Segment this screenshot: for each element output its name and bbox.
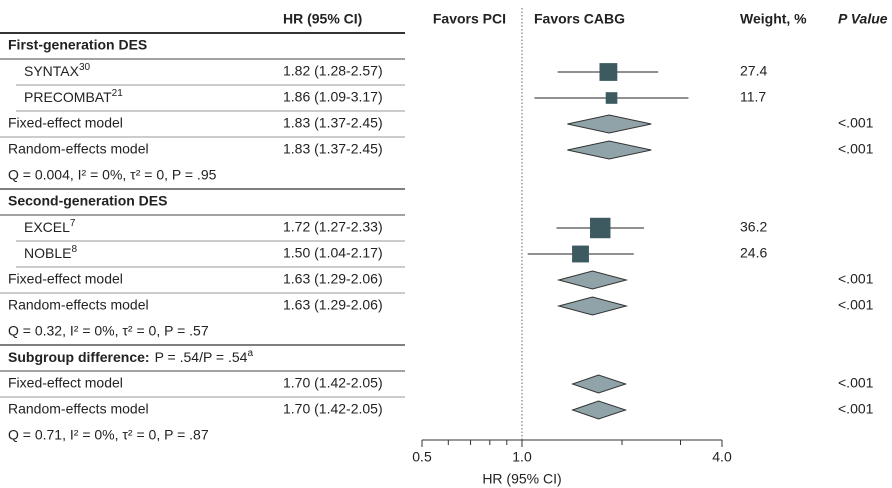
study-box: [599, 63, 618, 81]
study-box: [590, 217, 611, 239]
pooled-diamond: [571, 374, 628, 394]
subgroup-stats: P = .54/P = .54: [155, 349, 248, 365]
model-name: Fixed-effect model: [8, 271, 123, 287]
model-name: Fixed-effect model: [8, 375, 123, 391]
pooled-diamond: [556, 296, 629, 316]
model-name: Random-effects model: [8, 297, 149, 313]
study-ref: 8: [71, 244, 77, 255]
hr-label: 1.63 (1.29-2.06): [283, 271, 383, 287]
pooled-diamond: [567, 140, 652, 160]
weight-label: 11.7: [740, 89, 766, 105]
pooled-diamond: [567, 114, 652, 134]
hr-label: 1.86 (1.09-3.17): [283, 89, 383, 105]
study-ref: 7: [70, 218, 76, 229]
study-box: [572, 245, 589, 263]
hr-label: 1.82 (1.28-2.57): [283, 63, 383, 79]
study-label: EXCEL: [24, 219, 70, 235]
hr-label: 1.63 (1.29-2.06): [283, 297, 383, 313]
study-ref: 21: [112, 88, 124, 99]
study-name: NOBLE8: [24, 244, 77, 261]
p-value: <.001: [838, 115, 874, 131]
weight-label: 27.4: [740, 63, 767, 79]
study-label: NOBLE: [24, 245, 71, 261]
model-name: Fixed-effect model: [8, 115, 123, 131]
model-name: Random-effects model: [8, 141, 149, 157]
p-value: <.001: [838, 271, 874, 287]
study-ref: 30: [79, 62, 91, 73]
pooled-diamond: [571, 400, 628, 420]
hr-column-header: HR (95% CI): [283, 11, 362, 27]
favors-right-label: Favors CABG: [534, 11, 625, 27]
subgroup-note: a: [247, 348, 253, 359]
study-name: SYNTAX30: [24, 62, 91, 79]
x-tick-label: 0.5: [412, 449, 432, 465]
group-heading: Second-generation DES: [8, 193, 167, 209]
study-name: PRECOMBAT21: [24, 88, 123, 105]
weight-label: 36.2: [740, 219, 767, 235]
x-tick-label: 1.0: [512, 449, 532, 465]
hr-label: 1.72 (1.27-2.33): [283, 219, 383, 235]
study-label: PRECOMBAT: [24, 89, 112, 105]
heterogeneity-text: Q = 0.004, I² = 0%, τ² = 0, P = .95: [8, 167, 217, 183]
subgroup-title: Subgroup difference:: [8, 349, 150, 365]
study-box: [605, 92, 618, 104]
x-axis-label: HR (95% CI): [482, 471, 561, 487]
heterogeneity-text: Q = 0.71, I² = 0%, τ² = 0, P = .87: [8, 427, 209, 443]
hr-label: 1.50 (1.04-2.17): [283, 245, 383, 261]
weight-column-header: Weight, %: [740, 11, 807, 27]
p-column-header: P Value: [838, 11, 888, 27]
heterogeneity-text: Q = 0.32, I² = 0%, τ² = 0, P = .57: [8, 323, 209, 339]
hr-label: 1.70 (1.42-2.05): [283, 401, 383, 417]
p-value: <.001: [838, 297, 874, 313]
x-tick-label: 4.0: [712, 449, 732, 465]
p-value: <.001: [838, 375, 874, 391]
study-name: EXCEL7: [24, 218, 76, 235]
study-label: SYNTAX: [24, 63, 80, 79]
weight-label: 24.6: [740, 245, 767, 261]
model-name: Random-effects model: [8, 401, 149, 417]
hr-label: 1.70 (1.42-2.05): [283, 375, 383, 391]
hr-label: 1.83 (1.37-2.45): [283, 141, 383, 157]
group-heading: First-generation DES: [8, 37, 147, 53]
subgroup-text: Subgroup difference: P = .54/P = .54a: [8, 348, 253, 365]
p-value: <.001: [838, 141, 874, 157]
favors-left-label: Favors PCI: [433, 11, 506, 27]
p-value: <.001: [838, 401, 874, 417]
hr-label: 1.83 (1.37-2.45): [283, 115, 383, 131]
pooled-diamond: [556, 270, 629, 290]
